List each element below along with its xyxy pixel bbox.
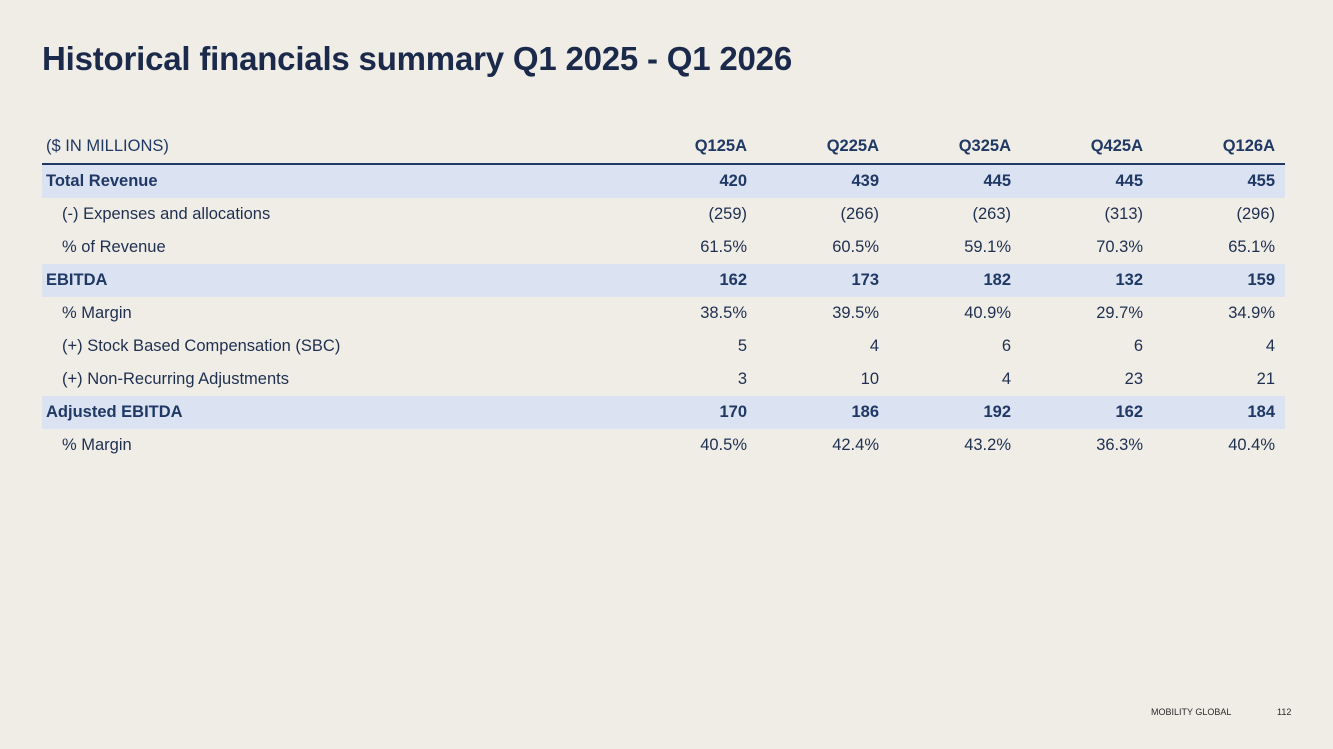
table-cell: 4: [1001, 370, 1011, 388]
period-header: Q325A: [889, 130, 1021, 165]
table-row-total-revenue: Total Revenue 420 439 445 445 455: [42, 164, 1285, 198]
table-cell: 132: [1021, 264, 1153, 297]
table-header-row: ($ IN MILLIONS) Q125A Q225A Q325A Q425A …: [42, 130, 1285, 165]
table-row-adjusted-ebitda: Adjusted EBITDA 170 186 192 162 184: [42, 396, 1285, 429]
table-cell: (263): [972, 205, 1011, 223]
table-cell: 21: [1256, 370, 1275, 388]
period-header: Q425A: [1021, 130, 1153, 165]
period-header: Q225A: [757, 130, 889, 165]
table-cell: 23: [1124, 370, 1143, 388]
table-cell: 29.7%: [1096, 304, 1143, 322]
table-cell: 170: [625, 396, 757, 429]
table-cell: 184: [1153, 396, 1285, 429]
table-cell: 5: [737, 337, 747, 355]
table-cell: 162: [625, 264, 757, 297]
row-label: % Margin: [62, 436, 132, 454]
table-cell: 61.5%: [700, 238, 747, 256]
period-header: Q125A: [625, 130, 757, 165]
footer-brand: MOBILITY GLOBAL: [1151, 707, 1232, 717]
table-cell: 162: [1021, 396, 1153, 429]
table-cell: (259): [708, 205, 747, 223]
row-label: % of Revenue: [62, 238, 166, 256]
table-cell: 38.5%: [700, 304, 747, 322]
table-cell: 3: [737, 370, 747, 388]
table-cell: 173: [757, 264, 889, 297]
row-label: (+) Non-Recurring Adjustments: [62, 370, 289, 388]
unit-label: ($ IN MILLIONS): [42, 130, 625, 165]
table-cell: 445: [889, 164, 1021, 198]
table-cell: (313): [1104, 205, 1143, 223]
table-row-pct-revenue: % of Revenue 61.5% 60.5% 59.1% 70.3% 65.…: [42, 231, 1285, 264]
table-cell: 420: [625, 164, 757, 198]
financials-table: ($ IN MILLIONS) Q125A Q225A Q325A Q425A …: [42, 130, 1285, 462]
table-row-ebitda: EBITDA 162 173 182 132 159: [42, 264, 1285, 297]
table-cell: 4: [869, 337, 879, 355]
table-cell: 445: [1021, 164, 1153, 198]
table-row-expenses: (-) Expenses and allocations (259) (266)…: [42, 198, 1285, 231]
table-cell: 6: [1133, 337, 1143, 355]
row-label: (+) Stock Based Compensation (SBC): [62, 337, 341, 355]
row-label: (-) Expenses and allocations: [62, 205, 271, 223]
table-cell: 36.3%: [1096, 436, 1143, 454]
table-body: Total Revenue 420 439 445 445 455 (-) Ex…: [42, 164, 1285, 462]
table-cell: 43.2%: [964, 436, 1011, 454]
period-header: Q126A: [1153, 130, 1285, 165]
table-row-non-recurring: (+) Non-Recurring Adjustments 3 10 4 23 …: [42, 363, 1285, 396]
row-label: EBITDA: [42, 264, 625, 297]
table-cell: (296): [1236, 205, 1275, 223]
table-cell: 65.1%: [1228, 238, 1275, 256]
row-label: Adjusted EBITDA: [42, 396, 625, 429]
table-row-ebitda-margin: % Margin 38.5% 39.5% 40.9% 29.7% 34.9%: [42, 297, 1285, 330]
table-row-adjusted-margin: % Margin 40.5% 42.4% 43.2% 36.3% 40.4%: [42, 429, 1285, 462]
table-cell: 4: [1265, 337, 1275, 355]
table-cell: 42.4%: [832, 436, 879, 454]
table-cell: 182: [889, 264, 1021, 297]
table-cell: 10: [860, 370, 879, 388]
table-cell: 159: [1153, 264, 1285, 297]
table-cell: 40.9%: [964, 304, 1011, 322]
table-cell: 39.5%: [832, 304, 879, 322]
table-cell: 6: [1001, 337, 1011, 355]
slide-title: Historical financials summary Q1 2025 - …: [42, 40, 792, 77]
table-cell: 40.5%: [700, 436, 747, 454]
table-row-sbc: (+) Stock Based Compensation (SBC) 5 4 6…: [42, 330, 1285, 363]
table-cell: 192: [889, 396, 1021, 429]
table-cell: 186: [757, 396, 889, 429]
table-cell: 40.4%: [1228, 436, 1275, 454]
table-cell: 34.9%: [1228, 304, 1275, 322]
row-label: Total Revenue: [42, 164, 625, 198]
table-cell: 70.3%: [1096, 238, 1143, 256]
table-cell: 60.5%: [832, 238, 879, 256]
table-cell: 59.1%: [964, 238, 1011, 256]
table-cell: 455: [1153, 164, 1285, 198]
row-label: % Margin: [62, 304, 132, 322]
table-cell: (266): [840, 205, 879, 223]
page-number: 112: [1277, 707, 1292, 717]
table-cell: 439: [757, 164, 889, 198]
